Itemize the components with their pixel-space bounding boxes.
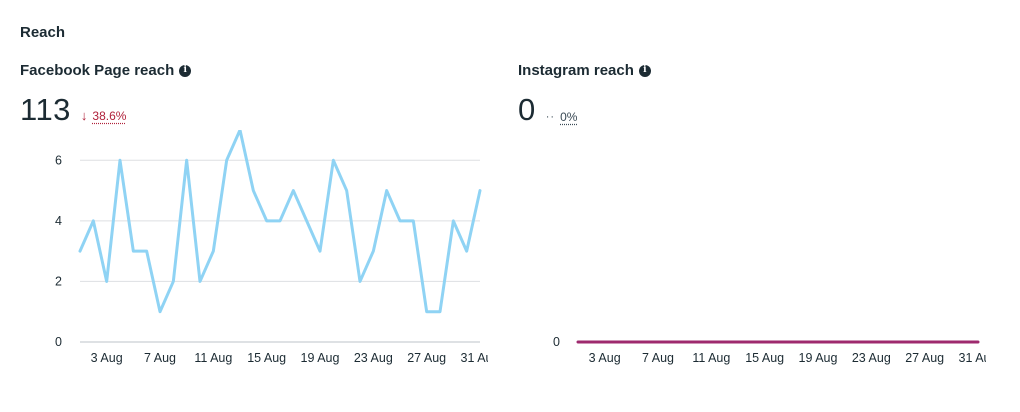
facebook-chart-x-tick-label: 3 Aug (91, 351, 123, 365)
neutral-dots-icon: ·· (545, 111, 556, 123)
info-icon[interactable]: i (179, 64, 192, 77)
facebook-reach-chart: 0 2 4 6 3 Aug 7 Aug 11 Aug 15 Aug 19 Aug 23 Aug 27… (55, 130, 488, 365)
instagram-chart-y-tick-label: 0 (553, 335, 560, 349)
facebook-chart-x-tick-label: 19 Aug (301, 351, 340, 365)
facebook-reach-value: 113 (20, 92, 71, 127)
facebook-chart-x-tick-label: 15 Aug (247, 351, 286, 365)
facebook-reach-metric: 113 ↓ 38.6% (20, 92, 126, 128)
facebook-chart-y-tick-label: 4 (55, 214, 62, 228)
facebook-reach-title-text: Facebook Page reach (20, 62, 175, 79)
instagram-chart-x-tick-label: 11 Aug (692, 351, 730, 365)
section-title: Reach (20, 24, 66, 41)
instagram-reach-chart: 0 3 Aug 7 Aug 11 Aug 15 Aug 19 Aug 23 Aug 27 Au… (553, 335, 986, 365)
facebook-chart-y-tick-label: 6 (55, 153, 62, 167)
facebook-chart-y-tick-label: 0 (55, 335, 62, 349)
facebook-chart-x-tick-label: 27 Aug (407, 351, 446, 365)
facebook-reach-panel: Facebook Page reach i 113 ↓ 38.6% 0 2 4 6 3 … (0, 0, 500, 412)
arrow-down-icon: ↓ (80, 108, 88, 123)
instagram-chart-x-tick-label: 15 Aug (745, 351, 784, 365)
instagram-chart-x-tick-label: 23 Aug (852, 351, 891, 365)
instagram-reach-value: 0 (518, 92, 536, 127)
instagram-chart-x-tick-label: 27 Aug (905, 351, 944, 365)
instagram-reach-panel: Instagram reach i 0 ·· 0% 0 3 Aug 7 Aug 11 … (498, 0, 998, 412)
facebook-chart-x-tick-label: 7 Aug (144, 351, 176, 365)
instagram-chart-x-tick-label: 7 Aug (642, 351, 674, 365)
info-icon[interactable]: i (638, 64, 651, 77)
facebook-reach-delta-text: 38.6% (92, 108, 127, 123)
instagram-chart-x-tick-label: 31 Aug (959, 351, 986, 365)
instagram-reach-title-text: Instagram reach (518, 62, 634, 79)
facebook-reach-title: Facebook Page reach i (20, 62, 192, 79)
facebook-chart-y-tick-label: 2 (55, 274, 62, 288)
facebook-chart-x-tick-label: 23 Aug (354, 351, 393, 365)
instagram-reach-delta-text: 0% (560, 110, 578, 124)
facebook-chart-x-tick-label: 31 Aug (461, 351, 488, 365)
facebook-chart-series-line[interactable] (78, 130, 482, 314)
instagram-reach-metric: 0 ·· 0% (518, 92, 577, 128)
facebook-chart-x-tick-label: 11 Aug (194, 351, 232, 365)
facebook-reach-delta[interactable]: ↓ 38.6% (81, 108, 127, 123)
instagram-reach-title: Instagram reach i (518, 62, 651, 79)
instagram-reach-delta[interactable]: ·· 0% (546, 110, 578, 124)
instagram-chart-x-tick-label: 19 Aug (799, 351, 838, 365)
instagram-chart-x-tick-label: 3 Aug (589, 351, 621, 365)
